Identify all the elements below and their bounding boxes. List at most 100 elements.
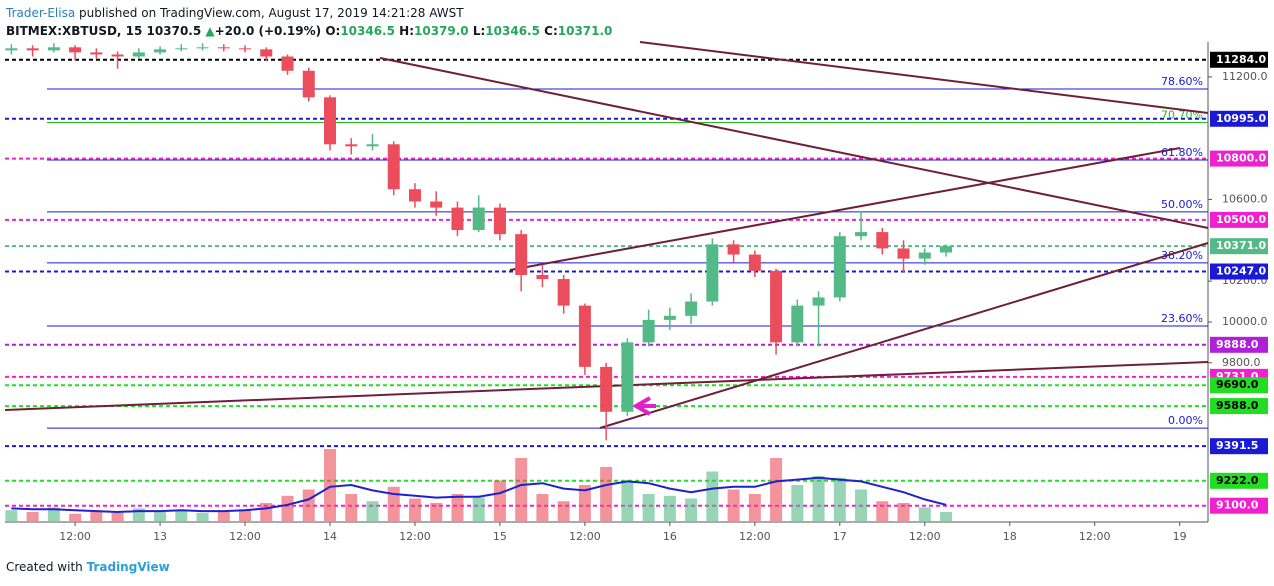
volume-bar <box>260 503 273 521</box>
x-tick-label: 15 <box>493 530 507 543</box>
level-tag <box>1210 51 1268 68</box>
level-tag <box>1210 336 1268 353</box>
last-price: 10370.5 <box>146 24 202 38</box>
x-tick-label: 16 <box>663 530 677 543</box>
candle-body <box>621 342 634 412</box>
candle-body <box>366 144 379 147</box>
candle-body <box>132 52 145 57</box>
candle-body <box>239 48 252 50</box>
level-tag-label: 10800.0 <box>1216 152 1266 165</box>
trend-line <box>639 41 1209 114</box>
candle-body <box>408 189 421 202</box>
volume-bar <box>621 480 634 521</box>
levels: 78.60%70.70%61.80%50.00%38.20%23.60%0.00… <box>5 58 1208 507</box>
candle-body <box>345 144 358 147</box>
publish-line: Trader-Elisa published on TradingView.co… <box>6 4 612 22</box>
open: 10346.5 <box>340 24 395 38</box>
trend-line <box>379 57 1209 229</box>
candle-body <box>5 48 18 51</box>
volume-bar <box>493 480 506 521</box>
volume-bar <box>90 511 103 521</box>
x-tick-label: 12:00 <box>399 530 431 543</box>
level-tag-label: 9222.0 <box>1216 474 1259 487</box>
candle-body <box>770 270 783 343</box>
volume-bar <box>408 498 421 521</box>
volume-bar <box>685 498 698 521</box>
symbol: BITMEX:XBTUSD, 15 <box>6 24 143 38</box>
header: Trader-Elisa published on TradingView.co… <box>6 4 612 40</box>
candle-body <box>47 47 60 51</box>
level-tag <box>1210 211 1268 228</box>
volume-bar <box>600 467 613 521</box>
candle-body <box>706 244 719 302</box>
trend-line <box>599 242 1209 429</box>
candle-body <box>578 305 591 367</box>
level-tag <box>1210 263 1268 280</box>
author[interactable]: Trader-Elisa <box>6 6 76 20</box>
x-tick-label: 13 <box>153 530 167 543</box>
h-key: H: <box>399 24 414 38</box>
volume-bar <box>430 503 443 521</box>
volume-bar <box>111 512 124 521</box>
candle-body <box>940 246 953 253</box>
candle-body <box>515 234 528 275</box>
candle-body <box>536 274 549 280</box>
y-tick-label: 10600.0 <box>1222 192 1268 205</box>
level-tag-label: 10995.0 <box>1216 112 1266 125</box>
level-tag-label: 9888.0 <box>1216 338 1259 351</box>
volume-bar <box>855 489 868 521</box>
level-tag <box>1210 150 1268 167</box>
volume-bar <box>302 489 315 521</box>
x-tick-label: 12:00 <box>59 530 91 543</box>
volume-bar <box>239 509 252 521</box>
candle-body <box>281 56 294 71</box>
volume-bar <box>69 513 82 521</box>
volume-bar <box>918 507 931 521</box>
candle-body <box>196 47 209 49</box>
x-tick-label: 19 <box>1173 530 1187 543</box>
fib-label: 23.60% <box>1161 312 1203 325</box>
candle-body <box>663 315 676 320</box>
candle-body <box>302 70 315 98</box>
y-tick-label: 9800.0 <box>1222 356 1261 369</box>
volume-bar <box>217 511 230 521</box>
level-tag-label: 10500.0 <box>1216 213 1266 226</box>
volume-bar <box>557 501 570 521</box>
low: 10346.5 <box>485 24 540 38</box>
brand[interactable]: TradingView <box>86 560 170 574</box>
level-tag-label: 10371.0 <box>1216 239 1266 252</box>
x-tick-label: 12:00 <box>909 530 941 543</box>
candle-body <box>876 232 889 249</box>
trend-line <box>509 147 1181 271</box>
created-with: Created with <box>6 560 83 574</box>
x-tick-label: 18 <box>1003 530 1017 543</box>
level-tag <box>1210 472 1268 489</box>
change: +20.0 (+0.19%) <box>214 24 322 38</box>
symbol-line: BITMEX:XBTUSD, 15 10370.5 ▲+20.0 (+0.19%… <box>6 22 612 40</box>
x-tick-label: 12:00 <box>229 530 261 543</box>
level-tag <box>1210 377 1268 394</box>
candle-body <box>685 301 698 316</box>
candle-body <box>26 48 39 51</box>
x-tick-label: 14 <box>323 530 337 543</box>
volume-bar <box>940 512 953 521</box>
volume-bar <box>663 495 676 521</box>
volume-bar <box>748 494 761 521</box>
volume-bar <box>47 507 60 521</box>
published: published on TradingView.com, August 17,… <box>79 6 464 20</box>
o-key: O: <box>325 24 341 38</box>
candle-body <box>791 305 804 343</box>
candle-body <box>451 207 464 231</box>
volume-bar <box>706 471 719 521</box>
candle-body <box>324 97 337 145</box>
y-tick-label: 10000.0 <box>1222 315 1268 328</box>
l-key: L: <box>472 24 486 38</box>
close: 10371.0 <box>557 24 613 38</box>
volume-bar <box>324 449 337 521</box>
candle-body <box>154 49 167 53</box>
volume-ma-line <box>11 476 947 514</box>
volume-bar <box>26 512 39 521</box>
arrow: ▲ <box>205 24 215 38</box>
fib-label: 61.80% <box>1161 146 1203 159</box>
